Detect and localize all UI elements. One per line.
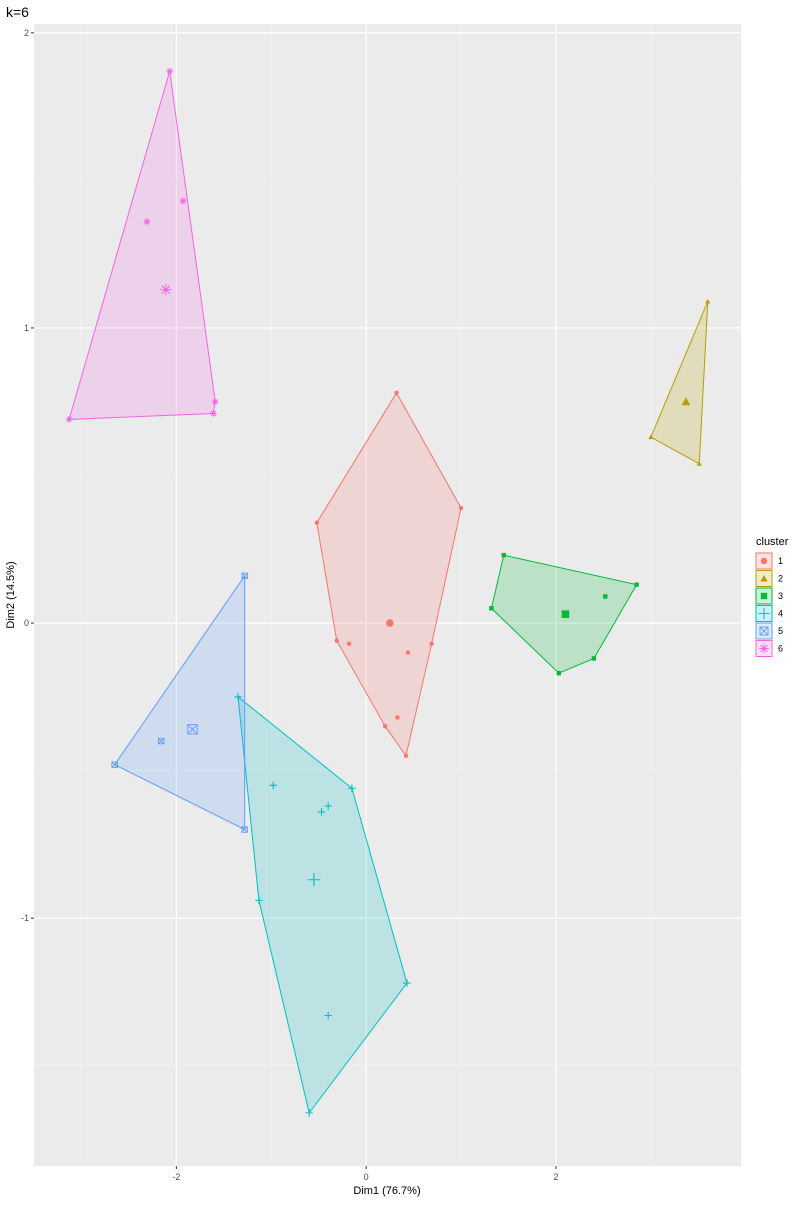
legend-title: cluster	[756, 536, 789, 548]
cluster-4-point	[348, 784, 356, 793]
cluster-5-point	[111, 761, 118, 768]
cluster-3-point	[591, 656, 597, 661]
axes: -2 0 2 -1 0 1 2	[21, 28, 558, 1182]
cluster-4-point	[324, 802, 332, 810]
cluster-1-point	[382, 724, 388, 729]
cluster-4-point	[269, 781, 277, 790]
cluster-4-point	[403, 979, 411, 987]
cluster-1-point	[405, 650, 411, 655]
cluster-1-point	[395, 715, 400, 720]
y-tick-label: 1	[24, 323, 29, 333]
legend: cluster 1 2 3 4 5 6	[755, 536, 789, 657]
cluster-5-center	[187, 724, 198, 735]
cluster-1-point	[458, 505, 464, 511]
cluster-4-center	[307, 873, 321, 887]
cluster-3-center	[561, 610, 570, 618]
y-tick-label: 2	[24, 28, 29, 38]
cluster-6-point	[143, 218, 151, 226]
cluster-5-point	[241, 826, 248, 833]
legend-label-4: 4	[778, 609, 783, 619]
cluster-3-point	[634, 582, 639, 587]
cluster-1-point	[403, 753, 409, 759]
cluster-6-point	[210, 410, 217, 417]
cluster-4-point	[324, 1011, 332, 1020]
cluster-4-point	[255, 896, 263, 905]
grid-minor	[34, 24, 741, 1166]
cluster-1-hull	[316, 391, 462, 758]
legend-key-symbol-3	[760, 592, 768, 600]
cluster-2-center	[681, 397, 691, 406]
cluster-1-point	[429, 641, 434, 646]
cluster-1-point	[334, 638, 339, 643]
cluster-2-point	[705, 298, 711, 304]
cluster-6-point	[179, 197, 187, 205]
y-tick-label: -1	[21, 913, 29, 923]
x-tick-label: -2	[172, 1172, 180, 1182]
cluster-2-point	[696, 461, 702, 466]
legend-key-symbol-5	[759, 626, 769, 636]
cluster-4-point	[317, 808, 326, 816]
cluster-3-point	[501, 552, 506, 558]
cluster-1-point	[314, 520, 319, 525]
x-tick-label: 0	[364, 1172, 369, 1182]
cluster-5-point	[241, 572, 248, 580]
chart-title: k=6	[6, 4, 29, 20]
cluster-2-point	[648, 434, 654, 440]
legend-key-symbol-1	[760, 557, 768, 565]
cluster-1-point	[394, 390, 399, 396]
cluster-6-point	[211, 398, 219, 406]
cluster-4-point	[234, 693, 242, 701]
cluster-6-point	[166, 67, 174, 75]
cluster-4-point	[305, 1109, 313, 1117]
cluster-6-center	[160, 283, 172, 296]
cluster-5-point	[157, 737, 165, 745]
legend-label-6: 6	[778, 644, 783, 654]
legend-key-symbol-6	[759, 643, 769, 654]
cluster-6-point	[65, 416, 73, 423]
cluster-1-point	[346, 641, 352, 646]
y-axis-title: Dim2 (14.5%)	[5, 561, 17, 628]
cluster-3-point	[603, 594, 608, 599]
legend-key-symbol-4	[758, 608, 770, 619]
plot-panel	[34, 24, 741, 1166]
cluster-1-center	[386, 619, 394, 627]
x-tick-label: 2	[553, 1172, 558, 1182]
legend-label-3: 3	[778, 591, 783, 601]
legend-label-2: 2	[778, 574, 783, 584]
legend-label-1: 1	[778, 556, 783, 566]
cluster-points	[65, 67, 711, 1117]
y-tick-label: 0	[24, 618, 29, 628]
cluster-2-hull	[650, 301, 709, 465]
grid-major	[34, 24, 741, 1166]
x-axis-title: Dim1 (76.7%)	[353, 1185, 420, 1197]
legend-label-5: 5	[778, 626, 783, 636]
cluster-4-hull	[237, 695, 408, 1115]
cluster-3-point	[556, 670, 561, 676]
legend-key-symbol-2	[760, 574, 768, 582]
cluster-3-point	[489, 606, 494, 611]
cluster-5-hull	[113, 574, 246, 831]
